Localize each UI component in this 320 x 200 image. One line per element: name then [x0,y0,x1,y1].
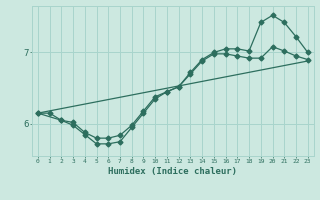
X-axis label: Humidex (Indice chaleur): Humidex (Indice chaleur) [108,167,237,176]
